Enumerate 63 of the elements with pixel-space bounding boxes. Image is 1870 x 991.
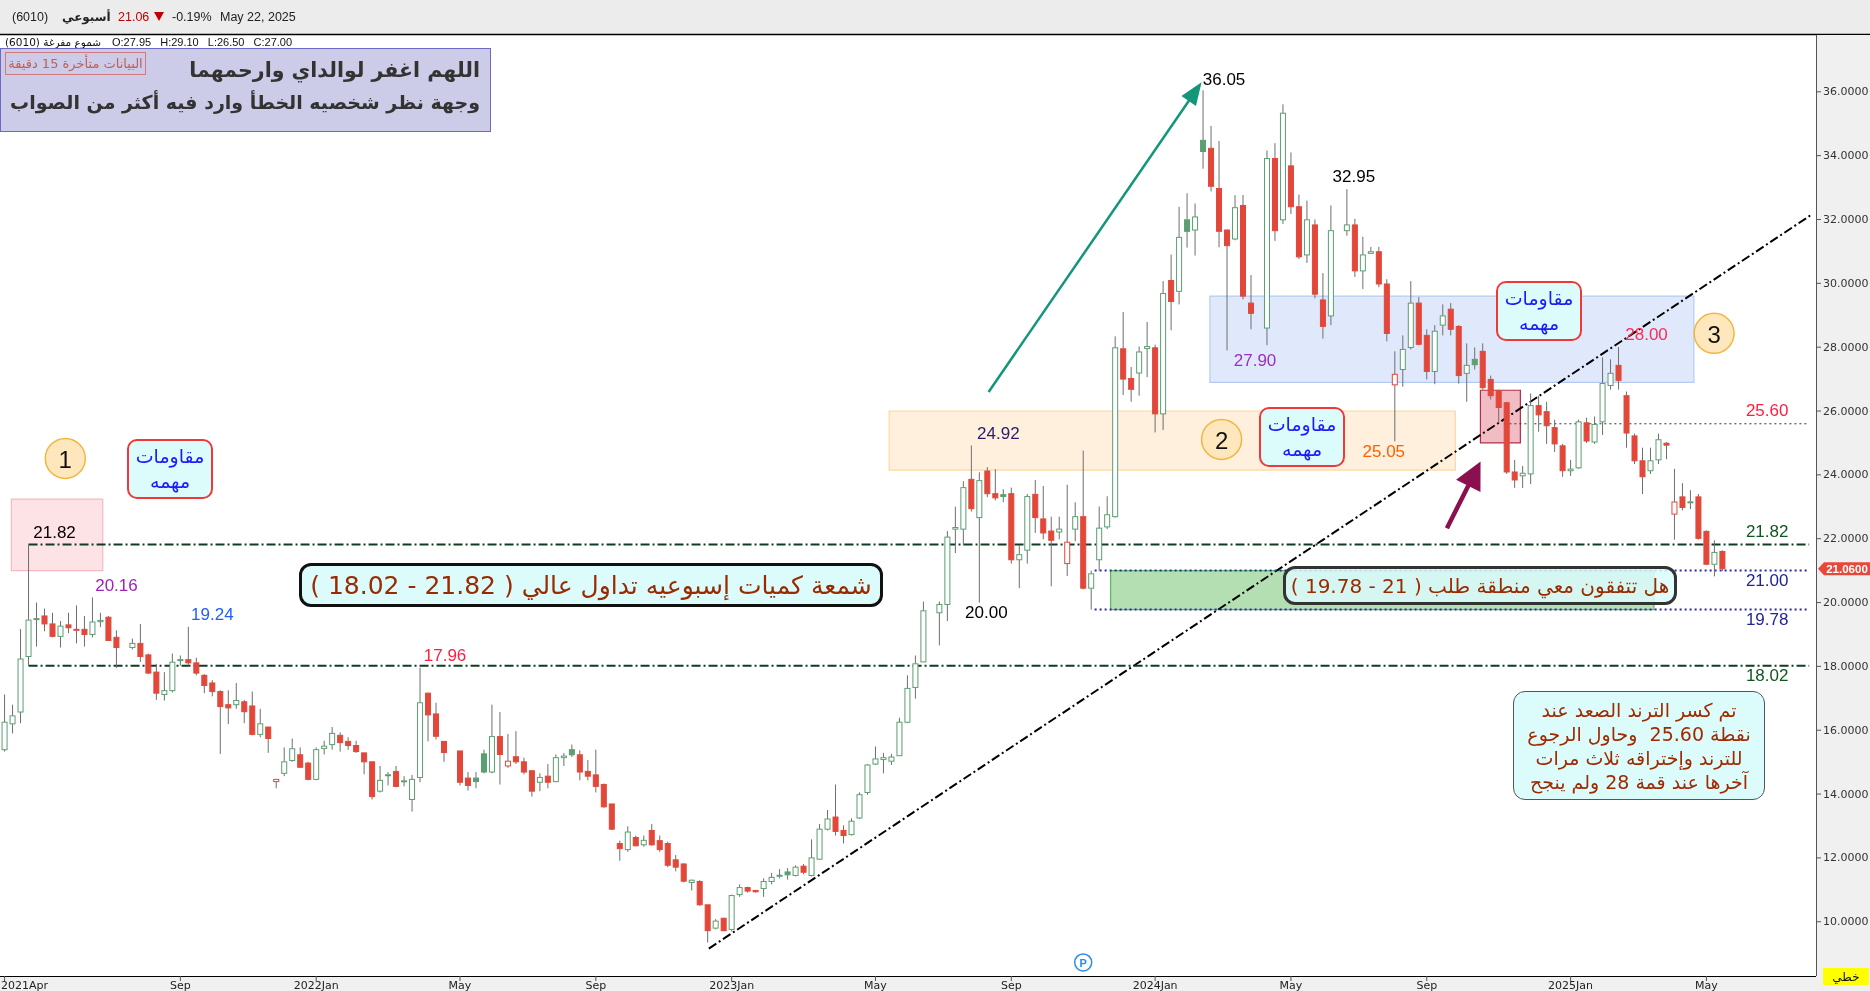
event-marker: P — [1079, 956, 1087, 969]
scale-mode: خطي — [1832, 969, 1860, 984]
y-tick: 16.0000 — [1823, 723, 1869, 737]
value-label: 24.92 — [977, 424, 1020, 443]
y-tick: 14.0000 — [1823, 787, 1869, 801]
y-tick: 30.0000 — [1823, 276, 1869, 290]
value-label: 18.02 — [1745, 666, 1789, 686]
header-text: (6010) — [12, 10, 49, 24]
value-label: 25.60 — [1745, 401, 1789, 421]
value-label: 20.16 — [95, 575, 138, 595]
y-tick: 36.0000 — [1823, 85, 1869, 99]
value-label: 21.82 — [1745, 521, 1789, 541]
value-label: 20.00 — [965, 603, 1008, 623]
title: اللهم اغفر لوالداي وارحمهما — [189, 57, 480, 84]
badge-label: 2 — [1214, 426, 1229, 454]
value-label: 17.96 — [423, 646, 467, 666]
x-tick: Sep — [1416, 978, 1438, 991]
y-tick: 20.0000 — [1823, 596, 1869, 610]
value-label: 27.90 — [1233, 350, 1277, 370]
value-label: 25.05 — [1362, 441, 1406, 461]
note-box: هل تتفقون معي منطقة طلب ( 21 - 19.78 ) — [1283, 566, 1677, 605]
x-tick: May — [864, 978, 887, 991]
y-tick: 18.0000 — [1823, 659, 1869, 673]
y-tick: 26.0000 — [1823, 404, 1869, 418]
y-tick: 22.0000 — [1823, 532, 1869, 546]
value-label: 36.05 — [1202, 69, 1246, 89]
x-tick: Sep — [170, 978, 191, 991]
note-box: مقاومات مهمه — [1496, 281, 1582, 341]
y-tick: 34.0000 — [1823, 149, 1869, 163]
value-label: 21.00 — [1745, 571, 1789, 591]
header-text: O:27.95 H:29.10 L:26.50 C:27.00 — [112, 35, 293, 48]
value-label: 21.82 — [33, 522, 76, 542]
x-tick: May — [1695, 978, 1718, 991]
x-tick: 2023Jan — [709, 978, 755, 991]
value-label: 19.24 — [191, 605, 234, 625]
y-tick: 24.0000 — [1823, 468, 1869, 482]
value-label: 32.95 — [1332, 166, 1376, 186]
x-tick: Sep — [1000, 978, 1022, 991]
badge-label: 1 — [58, 445, 72, 473]
x-tick: May — [448, 978, 472, 991]
x-tick: May — [1279, 978, 1303, 991]
delay-note: البيانات متأخرة 15 دقيقة — [5, 52, 146, 75]
value-label: 19.78 — [1745, 610, 1789, 630]
y-tick: 32.0000 — [1823, 213, 1869, 226]
subtitle: وجهة نظر شخصيه الخطأ وارد فيه أكثر من الصواب — [10, 89, 480, 116]
note-box: تم كسر الترند الصعد عند نقطة 25.60 وحاول الرجوع للترند وإختراقه ثلاث مرات آخرها عند قمة 28 ولم ينجح — [1513, 691, 1765, 800]
y-tick: 28.0000 — [1823, 340, 1869, 354]
note-box: شمعة كميات إسبوعيه تداول عالي ( 21.82 - 18.02 ) — [299, 563, 883, 607]
x-tick: Sep — [585, 978, 607, 991]
x-tick: 2021Apr — [1, 978, 49, 991]
header-text: -0.19% — [172, 10, 212, 24]
note-box: مقاومات مهمه — [1259, 406, 1345, 467]
header-text: 21.06 — [118, 10, 150, 24]
x-tick: 2022Jan — [293, 978, 339, 991]
header-text: May 22, 2025 — [220, 10, 296, 24]
header-text: أسبوعي — [62, 10, 111, 24]
x-tick: 2024Jan — [1132, 978, 1178, 991]
note-box: مقاومات مهمه — [127, 439, 213, 499]
y-tick: 12.0000 — [1823, 851, 1869, 865]
value-label: 28.00 — [1625, 324, 1668, 344]
x-tick: 2025Jan — [1548, 978, 1594, 991]
y-tick: 10.0000 — [1823, 915, 1869, 929]
badge-label: 3 — [1707, 320, 1721, 348]
